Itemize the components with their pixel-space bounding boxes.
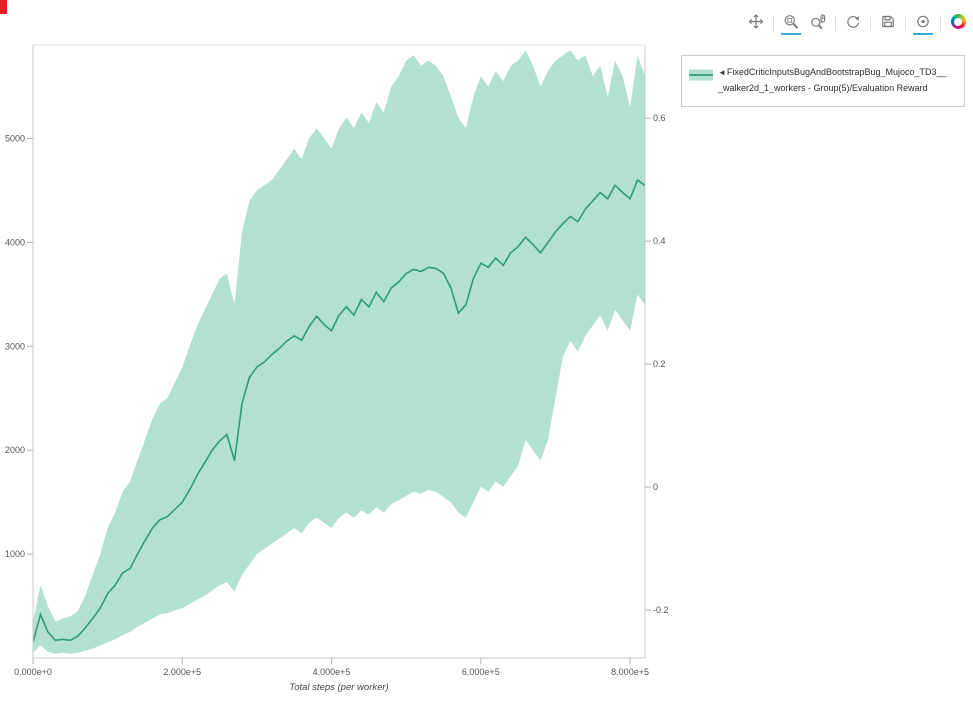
pan-tool-icon[interactable] [746, 12, 766, 35]
box-zoom-tool-icon[interactable] [781, 12, 801, 35]
x-tick-label: 6.000e+5 [462, 667, 500, 677]
legend-label: ◄FixedCriticInputsBugAndBootstrapBug_Muj… [718, 65, 947, 97]
x-tick-label: 4.000e+5 [313, 667, 351, 677]
legend-swatch [689, 68, 713, 97]
y-tick-label-left: 4000 [5, 237, 25, 247]
x-tick-label: 0.000e+0 [14, 667, 52, 677]
x-tick-label: 8.000e+5 [611, 667, 649, 677]
x-axis-title: Total steps (per worker) [289, 682, 388, 693]
y-tick-label-right: -0.2 [653, 605, 669, 615]
bokeh-logo-icon[interactable] [948, 12, 968, 35]
y-tick-label-right: 0.2 [653, 359, 666, 369]
legend[interactable]: ◄FixedCriticInputsBugAndBootstrapBug_Muj… [681, 55, 965, 107]
plot-toolbar [746, 12, 968, 35]
toolbar-separator [870, 16, 871, 31]
y-tick-label-left: 2000 [5, 445, 25, 455]
reset-tool-icon[interactable] [843, 12, 863, 35]
toolbar-separator [773, 16, 774, 31]
save-tool-icon[interactable] [878, 12, 898, 35]
x-tick-label: 2.000e+5 [163, 667, 201, 677]
y-tick-label-right: 0.4 [653, 236, 666, 246]
legend-label-line2: _walker2d_1_workers - Group(5)/Evaluatio… [718, 82, 928, 93]
y-tick-label-right: 0.6 [653, 113, 666, 123]
toolbar-separator [940, 16, 941, 31]
y-tick-label-left: 1000 [5, 549, 25, 559]
y-tick-label-right: 0 [653, 482, 658, 492]
confidence-band [33, 50, 645, 654]
legend-label-line1: FixedCriticInputsBugAndBootstrapBug_Mujo… [726, 67, 947, 77]
y-tick-label-left: 3000 [5, 341, 25, 351]
legend-series-marker: ◄ [718, 68, 726, 77]
mean-line [33, 178, 645, 643]
screen-edge-marker [0, 0, 7, 14]
y-tick-label-left: 5000 [5, 134, 25, 144]
hover-tool-icon[interactable] [913, 12, 933, 35]
toolbar-separator [835, 16, 836, 31]
wheel-zoom-tool-icon[interactable] [808, 12, 828, 35]
toolbar-separator [905, 16, 906, 31]
